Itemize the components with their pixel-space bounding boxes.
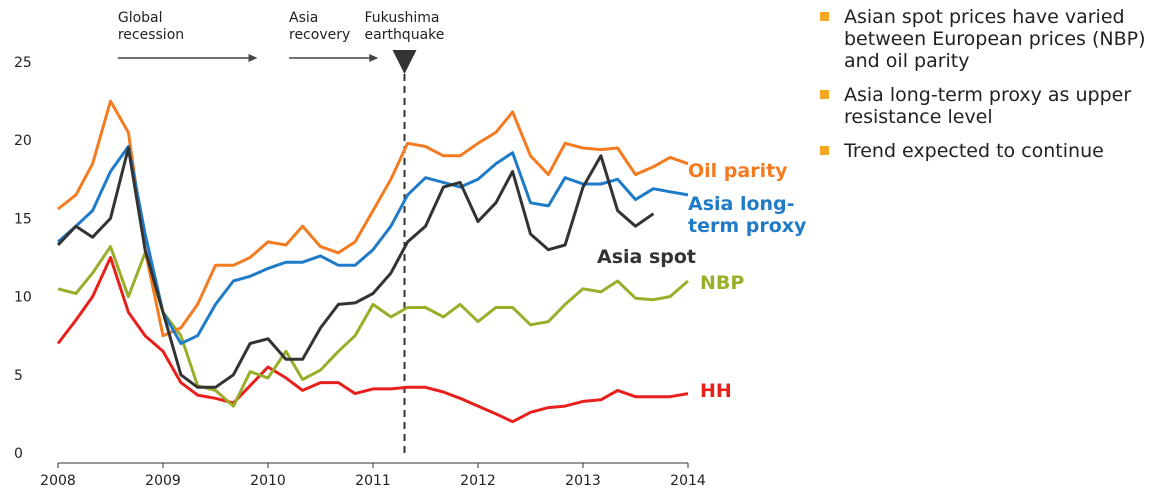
x-tick-label: 2011 bbox=[355, 473, 391, 489]
y-tick-label: 5 bbox=[14, 368, 23, 384]
annotation-text: Fukushima bbox=[365, 10, 440, 26]
x-tick-label: 2014 bbox=[670, 473, 706, 489]
event-marker bbox=[392, 50, 417, 74]
annotation-text: recovery bbox=[289, 27, 350, 43]
annotation-arrowhead bbox=[248, 54, 258, 62]
series-line bbox=[57, 145, 689, 345]
annotation-text: recession bbox=[118, 27, 184, 43]
series-label: HH bbox=[700, 380, 732, 402]
annotation-text: Global bbox=[118, 10, 163, 26]
series-line bbox=[56, 146, 655, 389]
annotation-text: earthquake bbox=[365, 27, 445, 43]
x-tick-label: 2008 bbox=[40, 473, 76, 489]
series-label: Asia long-term proxy bbox=[688, 193, 807, 237]
series-line bbox=[57, 99, 689, 338]
y-tick-label: 20 bbox=[14, 133, 32, 149]
bullet: Trend expected to continue bbox=[818, 140, 1163, 162]
annotation-text: Asia bbox=[289, 10, 318, 26]
series-label: Asia spot bbox=[597, 246, 697, 268]
series-label: Oil parity bbox=[688, 160, 788, 182]
x-tick-label: 2013 bbox=[565, 473, 601, 489]
x-tick-label: 2012 bbox=[460, 473, 496, 489]
series-label: NBP bbox=[700, 272, 745, 294]
y-tick-label: 0 bbox=[14, 446, 23, 462]
bullet: Asian spot prices have varied between Eu… bbox=[818, 6, 1163, 72]
x-tick-label: 2010 bbox=[250, 473, 286, 489]
x-tick-label: 2009 bbox=[145, 473, 181, 489]
bullet-list: Asian spot prices have varied between Eu… bbox=[818, 6, 1163, 174]
annotation-arrowhead bbox=[369, 54, 379, 62]
series-line bbox=[56, 256, 689, 424]
y-tick-label: 25 bbox=[14, 55, 32, 71]
y-tick-label: 15 bbox=[14, 211, 32, 227]
y-tick-label: 10 bbox=[14, 290, 32, 306]
bullet: Asia long-term proxy as upper resistance… bbox=[818, 84, 1163, 128]
